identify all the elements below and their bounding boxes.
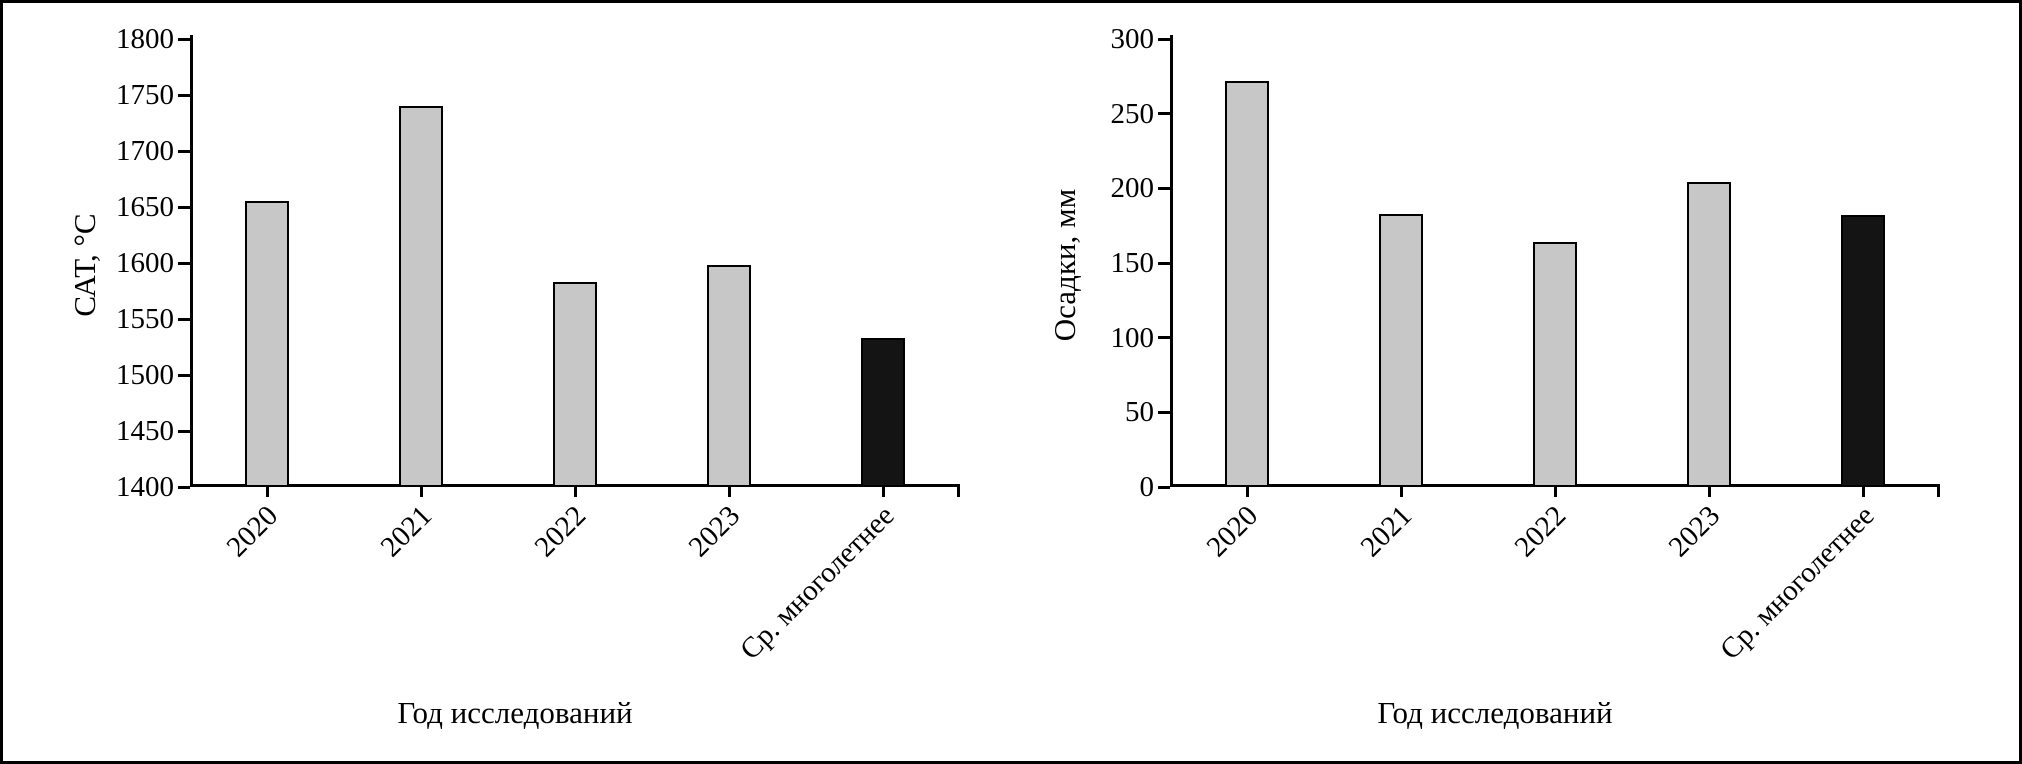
x-tick-label: 2023	[1662, 499, 1727, 564]
x-tick-label: 2021	[374, 499, 439, 564]
y-axis-line	[1170, 35, 1173, 487]
y-tick-label: 50	[1125, 396, 1154, 429]
x-tick-label: Ср. многолетнее	[733, 499, 901, 666]
y-tick-label: 1600	[116, 247, 174, 279]
x-tick-label: 2022	[1508, 499, 1573, 564]
y-tick	[1158, 186, 1170, 190]
bar-0	[245, 201, 289, 487]
x-tick-label: 2020	[220, 499, 285, 564]
x-tick-label: 2022	[528, 499, 593, 564]
x-tick	[419, 487, 423, 497]
x-tick	[1707, 487, 1711, 497]
x-tick-label: 2021	[1354, 499, 1419, 564]
y-tick-label: 1450	[116, 415, 174, 447]
y-tick	[1158, 261, 1170, 265]
x-tick	[265, 487, 269, 497]
y-tick-label: 1650	[116, 191, 174, 223]
x-tick	[1399, 487, 1403, 497]
x-tick-label: Ср. многолетнее	[1713, 499, 1881, 666]
y-axis-line	[190, 35, 193, 487]
y-tick	[1158, 112, 1170, 116]
y-tick	[178, 485, 190, 489]
y-tick-label: 1750	[116, 79, 174, 111]
bar-2	[553, 282, 597, 487]
y-tick-label: 200	[1110, 172, 1155, 205]
y-tick-label: 150	[1110, 247, 1155, 279]
bar-3	[1687, 182, 1731, 487]
bar-4	[861, 338, 905, 487]
y-tick-label: 1800	[116, 23, 174, 55]
y-tick	[1158, 485, 1170, 489]
y-tick	[178, 317, 190, 321]
x-tick	[881, 487, 885, 497]
x-axis-title: Год исследований	[1377, 695, 1613, 730]
y-tick-label: 0	[1139, 471, 1155, 503]
plot-area: 0 50 100 150 200 250 300 2020 2021 2022 2023 Ср. мн…	[1111, 25, 1940, 666]
y-axis-title: САТ, °С	[67, 213, 102, 317]
y-tick	[1158, 410, 1170, 414]
y-tick	[178, 149, 190, 153]
bar-1	[399, 106, 443, 487]
y-tick	[178, 93, 190, 97]
y-tick-label: 100	[1110, 321, 1155, 354]
y-tick	[178, 373, 190, 377]
y-axis-title: Осадки, мм	[1047, 188, 1082, 342]
y-tick	[178, 205, 190, 209]
x-tick	[1937, 487, 1940, 497]
bar-2	[1533, 242, 1577, 487]
bar-1	[1379, 213, 1423, 487]
x-tick	[1245, 487, 1249, 497]
y-tick	[178, 261, 190, 265]
plot-area: 1400 1450 1500 1550 1600 1650 1700 1750 1800 2020…	[116, 25, 960, 666]
x-tick	[1861, 487, 1865, 497]
x-tick	[957, 487, 960, 497]
y-tick-label: 1400	[116, 471, 174, 503]
bar-0	[1225, 80, 1269, 487]
y-tick	[1158, 37, 1170, 41]
y-tick-label: 300	[1110, 23, 1155, 55]
x-tick-label: 2023	[682, 499, 747, 564]
chart-precipitation: Осадки, мм 0 50 100 150 200 250 300 2020 2021 202…	[983, 3, 2019, 761]
y-tick-label: 1550	[116, 303, 174, 335]
y-tick	[178, 37, 190, 41]
bar-4	[1841, 215, 1885, 487]
chart-sat: САТ, °С 1400 1450 1500 1550 1600 1650 1700 1750…	[3, 3, 1043, 761]
x-tick	[1553, 487, 1557, 497]
y-tick-label: 250	[1110, 97, 1155, 130]
x-tick	[727, 487, 731, 497]
y-tick	[178, 429, 190, 433]
x-tick	[573, 487, 577, 497]
x-tick-label: 2020	[1200, 499, 1265, 564]
bar-3	[707, 265, 751, 487]
y-tick	[1158, 336, 1170, 340]
x-axis-title: Год исследований	[397, 695, 633, 730]
y-tick-label: 1700	[116, 135, 174, 167]
y-tick-label: 1500	[116, 359, 174, 391]
